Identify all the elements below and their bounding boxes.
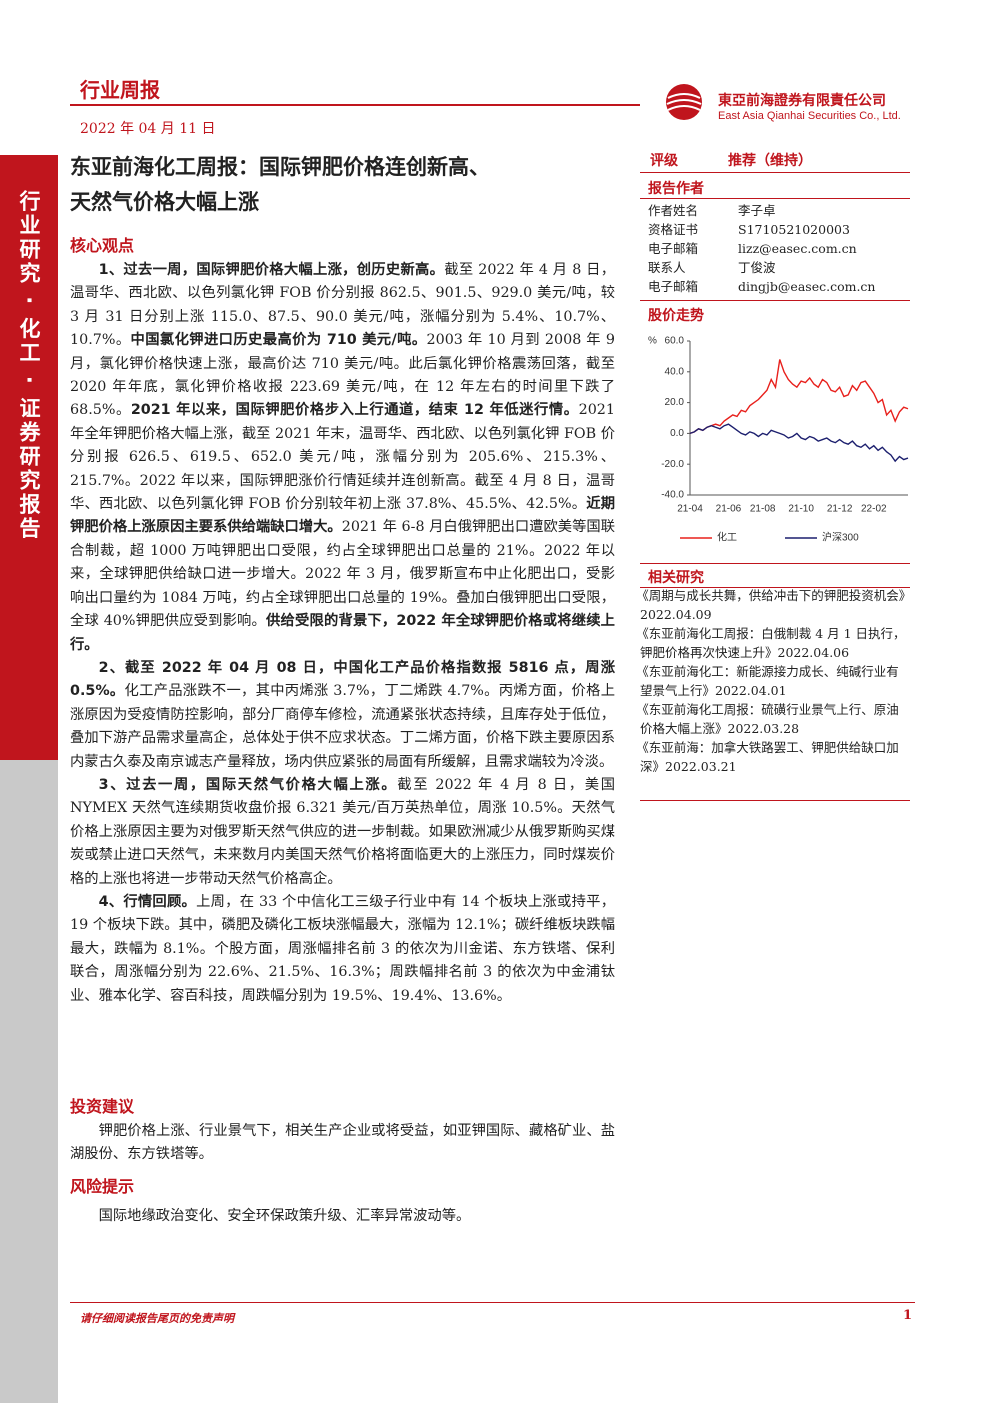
disclaimer: 请仔细阅读报告尾页的免责声明 [80,1312,234,1325]
field-label: 电子邮箱 [648,241,699,256]
rule [640,198,910,199]
related-item: 《东亚前海：加拿大铁路罢工、钾肥供给缺口加深》2022.03.21 [636,740,899,774]
rating-label: 评级 [650,153,678,169]
field-value: 李子卓 [738,203,776,218]
report-title: 东亚前海化工周报：国际钾肥价格连创新高、 天然气价格大幅上涨 [70,150,630,220]
core-body: 1、过去一周，国际钾肥价格大幅上涨，创历史新高。截至 2022 年 4 月 8 … [70,259,615,1008]
text: 截至 2022 年 4 月 8 日，温哥华、西北欧、以色列氯化钾 FOB 价分别… [70,262,616,349]
bold-text: 中国氯化钾进口历史最高价为 710 美元/吨。 [130,332,427,349]
logo [666,84,702,120]
x-tick-label: 21-10 [788,504,814,515]
field-value: 丁俊波 [738,260,776,275]
advice-body: 钾肥价格上涨、行业景气下，相关生产企业或将受益，如亚钾国际、藏格矿业、盐湖股份、… [70,1120,615,1167]
title-line: 天然气价格大幅上涨 [70,190,259,214]
author-row: 联系人 丁俊波 [640,258,910,277]
rule [640,800,910,801]
rating-value: 推荐（维持） [728,153,812,169]
side-band [0,155,58,760]
x-tick-label: 21-12 [827,504,853,515]
paragraph: 1、过去一周，国际钾肥价格大幅上涨，创历史新高。截至 2022 年 4 月 8 … [70,259,615,657]
y-tick-label: 40.0 [665,366,685,377]
series-line [689,423,909,463]
report-date: 2022 年 04 月 11 日 [80,121,216,137]
side-band-gray [0,760,58,1403]
text: 上周，在 33 个中信化工三级子行业中有 14 个板块上涨或持平，19 个板块下… [70,893,615,1004]
related-item: 《东亚前海化工：新能源接力成长、纯碱行业有望景气上行》2022.04.01 [636,664,899,698]
y-tick-label: 0.0 [670,428,684,439]
field-label: 联系人 [648,260,686,275]
heading: 报告作者 [648,181,704,197]
rule [640,300,910,301]
field-label: 作者姓名 [648,203,699,218]
heading: 股价走势 [648,308,704,324]
text: 2003 年 10 月到 2008 年 9 月，氯化钾价格快速上涨，最高价达 7… [70,332,615,419]
x-tick-label: 21-08 [750,504,776,515]
title-line: 东亚前海化工周报：国际钾肥价格连创新高、 [70,155,490,179]
x-tick-label: 21-04 [677,504,703,515]
paragraph: 钾肥价格上涨、行业景气下，相关生产企业或将受益，如亚钾国际、藏格矿业、盐湖股份、… [70,1123,615,1163]
section-label: 行业周报 [80,78,160,102]
author-row: 作者姓名 李子卓 [640,201,910,220]
bold-text: 3、过去一周，国际天然气价格大幅上涨。 [98,776,398,793]
field-label: 资格证书 [648,222,699,237]
y-tick-label: -40.0 [661,490,684,501]
paragraph: 3、过去一周，国际天然气价格大幅上涨。截至 2022 年 4 月 8 日，美国 … [70,774,615,891]
footer-rule [70,1302,915,1303]
rating: 评级 推荐（维持） [640,150,910,170]
related-list: 《周期与成长共舞，供给冲击下的钾肥投资机会》2022.04.09 《东亚前海化工周… [636,586,910,776]
author-row: 电子邮箱 lizz@easec.com.cn [640,239,910,258]
stock-chart: % 60.0 40.0 20.0 0.0 -20.0 -40.0 21-04 21-06 21-0… [648,336,909,544]
paragraph: 2、截至 2022 年 04 月 08 日，中国化工产品价格指数报 5816 点… [70,657,615,774]
heading: 核心观点 [70,236,135,255]
field-label: 电子邮箱 [648,279,699,294]
text: 截至 2022 年 4 月 8 日，美国 NYMEX 天然气连续期货收盘价报 6… [70,776,616,887]
bold-text: 2、截至 2022 年 04 月 08 日，中国化工产品价格指数报 5816 点… [70,659,615,700]
related-item: 《东亚前海化工周报：白俄制裁 4 月 1 日执行，钾肥价格再次快速上升》2022… [636,626,906,660]
sidebar-text: 行业研究 · 化工 · 证券研究报告 [17,190,41,542]
rule [640,172,910,173]
text: 化工产品涨跌不一，其中丙烯涨 3.7%，丁二烯跌 4.7%。丙烯方面，价格上涨原… [70,683,615,770]
company-name-en: East Asia Qianhai Securities Co., Ltd. [718,110,901,122]
legend-label: 化工 [717,531,737,544]
author-table: 作者姓名 李子卓资格证书 S1710521020003 电子邮箱 lizz@easec.… [640,201,910,296]
bold-text: 2021 年以来，国际钾肥价格步入上行通道，结束 12 年低迷行情。 [130,402,579,419]
heading: 风险提示 [70,1177,135,1196]
heading: 投资建议 [70,1097,135,1116]
field-value: lizz@easec.com.cn [738,241,857,256]
text: 2021 年全年钾肥价格大幅上涨，截至 2021 年末，温哥华、西北欧、以色列氯… [70,402,615,513]
author-row: 资格证书 S1710521020003 [640,220,910,239]
author-row: 电子邮箱 dingjb@easec.com.cn [640,277,910,296]
x-tick-label: 22-02 [861,504,887,515]
text: 2021 年 6-8 月白俄钾肥出口遭欧美等国联合制裁，超 1000 万吨钾肥出… [70,519,616,630]
y-tick-label: 60.0 [665,336,685,347]
bold-text: 1、过去一周，国际钾肥价格大幅上涨，创历史新高。 [98,262,445,278]
page-number: 1 [903,1308,913,1323]
paragraph: 4、行情回顾。上周，在 33 个中信化工三级子行业中有 14 个板块上涨或持平，… [70,891,615,1008]
x-tick-label: 21-06 [716,504,742,515]
risk-body: 国际地缘政治变化、安全环保政策升级、汇率异常波动等。 [70,1205,615,1228]
bold-text: 4、行情回顾。 [98,893,197,910]
field-value: S1710521020003 [738,222,850,237]
paragraph: 国际地缘政治变化、安全环保政策升级、汇率异常波动等。 [98,1208,471,1224]
bold-text: 供给受限的背景下，2022 年全球钾肥价格或将继续上行。 [70,613,615,653]
legend-label: 沪深300 [822,531,859,544]
related-item: 《周期与成长共舞，供给冲击下的钾肥投资机会》2022.04.09 [636,588,906,622]
rule [640,563,910,564]
series-line [689,359,909,435]
y-unit: % [648,336,657,347]
y-tick-label: 20.0 [665,397,685,408]
field-value: dingjb@easec.com.cn [738,279,876,294]
related-item: 《东亚前海化工周报：硫磺行业景气上行、原油价格大幅上涨》2022.03.28 [636,702,899,736]
heading: 相关研究 [648,570,704,586]
rule [640,587,910,588]
bold-text: 近期钾肥价格上涨原因主要系供给端缺口增大。 [70,496,615,536]
company-name: 東亞前海證券有限責任公司 [718,93,886,109]
y-tick-label: -20.0 [661,459,684,470]
header-rule [70,104,640,106]
